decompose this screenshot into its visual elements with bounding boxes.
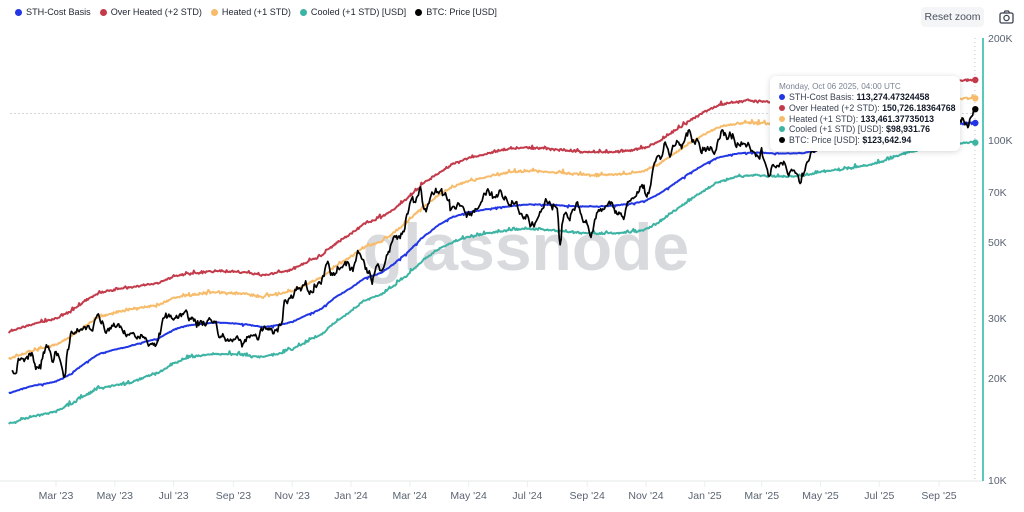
svg-text:May '25: May '25 xyxy=(802,490,839,502)
svg-text:50K: 50K xyxy=(988,237,1007,249)
svg-text:30K: 30K xyxy=(988,313,1007,325)
svg-text:20K: 20K xyxy=(988,373,1007,385)
svg-text:May '24: May '24 xyxy=(450,490,487,502)
svg-text:10K: 10K xyxy=(988,475,1007,487)
svg-text:Jul '23: Jul '23 xyxy=(159,490,189,502)
svg-text:Sep '24: Sep '24 xyxy=(570,490,605,502)
svg-text:Sep '23: Sep '23 xyxy=(216,490,251,502)
svg-text:glassnode: glassnode xyxy=(363,210,689,284)
svg-text:May '23: May '23 xyxy=(97,490,134,502)
svg-text:70K: 70K xyxy=(988,187,1007,199)
svg-text:200K: 200K xyxy=(988,33,1013,45)
svg-text:Mar '25: Mar '25 xyxy=(744,490,779,502)
svg-text:Sep '25: Sep '25 xyxy=(921,490,956,502)
svg-text:Nov '24: Nov '24 xyxy=(628,490,663,502)
svg-text:Jul '24: Jul '24 xyxy=(512,490,542,502)
svg-text:Jul '25: Jul '25 xyxy=(864,490,894,502)
svg-text:100K: 100K xyxy=(988,135,1013,147)
svg-text:Jan '24: Jan '24 xyxy=(334,490,368,502)
svg-text:Mar '24: Mar '24 xyxy=(392,490,427,502)
svg-text:Mar '23: Mar '23 xyxy=(39,490,74,502)
svg-text:Nov '23: Nov '23 xyxy=(275,490,310,502)
svg-text:Jan '25: Jan '25 xyxy=(688,490,722,502)
